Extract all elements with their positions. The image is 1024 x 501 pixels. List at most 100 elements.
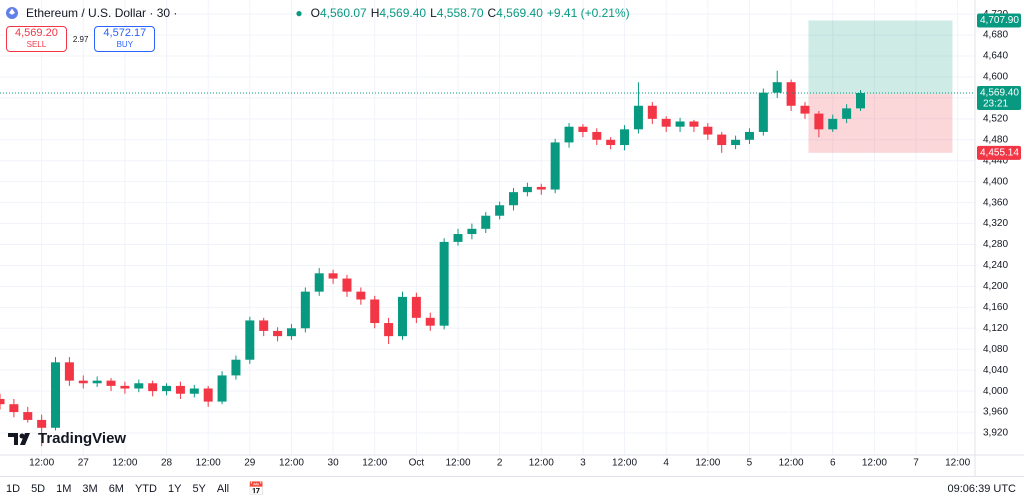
chart: 3,920 3,960 4,000 4,040 4,080 4,120 4,160 4,200…: [0, 0, 1024, 476]
ohlc-value: 4,558.70: [436, 6, 484, 20]
candle-body: [384, 323, 394, 337]
ohlc-change: +9.41 (+0.21%): [546, 6, 630, 20]
y-tick-label: 4,640: [983, 51, 1008, 62]
y-tick-label: 4,360: [983, 197, 1008, 208]
y-tick-label: 4,000: [983, 386, 1008, 397]
candle-body: [189, 388, 199, 394]
candle-body: [647, 105, 657, 119]
ohlc-value: 4,569.40: [379, 6, 427, 20]
x-tick-label: 30: [328, 458, 340, 469]
target-price-label: 4,707.90: [980, 15, 1019, 26]
target-price-box: [977, 13, 1021, 28]
y-tick-label: 4,320: [983, 218, 1008, 229]
range-button[interactable]: YTD: [134, 483, 157, 495]
x-tick-label: 2: [497, 458, 503, 469]
x-tick-label: 12:00: [612, 458, 637, 469]
sell-label: SELL: [26, 40, 47, 49]
candle-body: [203, 388, 213, 402]
candle-body: [592, 131, 602, 140]
range-button[interactable]: 1D: [6, 483, 21, 495]
eth-icon: [6, 7, 18, 19]
buy-button[interactable]: 4,572.17 BUY: [94, 26, 156, 52]
candle-body: [758, 92, 768, 132]
range-button[interactable]: 1Y: [167, 483, 182, 495]
range-button[interactable]: 6M: [108, 483, 124, 495]
candle-body: [509, 192, 519, 206]
sell-button[interactable]: 4,569.20 SELL: [6, 26, 67, 52]
candle-body: [786, 82, 796, 106]
candle-body: [703, 126, 713, 135]
y-tick-label: 4,040: [983, 365, 1008, 376]
ohlc-key: C: [487, 6, 497, 20]
x-tick-label: 29: [244, 458, 256, 469]
range-button[interactable]: 5D: [31, 483, 46, 495]
candle-body: [411, 296, 421, 318]
symbol: Ethereum / U.S. Dollar · 30 ·: [26, 6, 178, 20]
candle-body: [217, 375, 227, 402]
candle-body: [744, 131, 754, 140]
x-tick-label: 27: [78, 458, 90, 469]
range-button[interactable]: 3M: [82, 483, 98, 495]
candle-body: [633, 105, 643, 130]
candle-body: [855, 92, 865, 109]
candle-body: [370, 299, 380, 324]
candle-body: [314, 273, 324, 292]
candle-body: [134, 383, 144, 389]
y-tick-label: 3,960: [983, 407, 1008, 418]
y-tick-label: 4,200: [983, 281, 1008, 292]
candle-body: [162, 385, 172, 392]
candle-body: [620, 129, 630, 146]
candle-body: [245, 320, 255, 360]
candle-body: [675, 121, 685, 127]
candle-body: [425, 317, 435, 326]
spread: 2.97: [72, 34, 89, 44]
candle-body: [481, 215, 491, 229]
x-tick-label: 3: [580, 458, 586, 469]
stop-price-label: 4,455.14: [980, 147, 1019, 158]
range-button[interactable]: 5Y: [192, 483, 206, 495]
candle-body: [689, 121, 699, 127]
candle-body: [564, 126, 574, 143]
candle-body: [536, 186, 546, 190]
x-tick-label: 12:00: [196, 458, 221, 469]
candle-body: [51, 362, 61, 428]
y-tick-label: 4,160: [983, 302, 1008, 313]
candle-body: [606, 139, 616, 146]
candle-body: [78, 380, 88, 384]
ohlc-key: O: [310, 6, 320, 20]
x-tick-label: 12:00: [529, 458, 554, 469]
y-tick-label: 4,400: [983, 176, 1008, 187]
range-button[interactable]: 1M: [56, 483, 72, 495]
x-tick-label: 12:00: [279, 458, 304, 469]
y-tick-label: 4,240: [983, 260, 1008, 271]
range-button[interactable]: All: [216, 483, 230, 495]
candle-body: [106, 380, 116, 386]
sell-price: 4,569.20: [15, 27, 58, 39]
x-tick-label: 12:00: [779, 458, 804, 469]
x-tick-label: 12:00: [112, 458, 137, 469]
candle-body: [64, 362, 74, 381]
buy-label: BUY: [116, 40, 134, 49]
candle-body: [800, 105, 810, 114]
candle-body: [578, 126, 588, 132]
ohlc: O4,560.07 H4,569.40 L4,558.70 C4,569.40 +9.4…: [311, 6, 634, 20]
x-tick-label: 12:00: [445, 458, 470, 469]
candle-body: [148, 383, 158, 392]
last-price-box: [977, 85, 1021, 110]
ranges: 1D 5D 1M 3M 6M YTD 1Y 5Y All: [0, 483, 234, 495]
last-price-label: 4,569.40: [980, 88, 1019, 99]
candle-body: [356, 291, 366, 300]
candle-body: [467, 228, 477, 235]
y-tick-label: 4,480: [983, 134, 1008, 145]
candle-body: [439, 241, 449, 326]
y-tick-label: 4,080: [983, 344, 1008, 355]
x-tick-label: 12:00: [695, 458, 720, 469]
candle-body: [23, 412, 33, 420]
x-tick-label: 5: [747, 458, 753, 469]
candle-body: [550, 142, 560, 190]
candle-body: [286, 328, 296, 337]
calendar-button[interactable]: 📅: [248, 481, 265, 496]
clock: 09:06:39 UTC: [947, 483, 1016, 495]
candle-body: [92, 380, 102, 384]
